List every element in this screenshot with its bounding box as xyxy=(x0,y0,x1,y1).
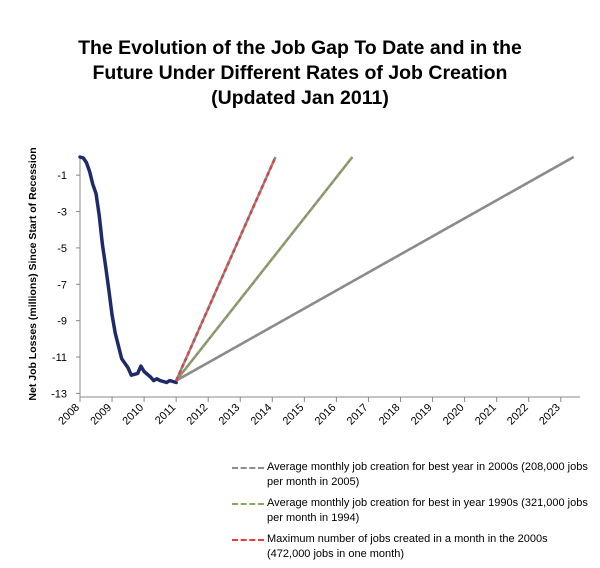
x-axis: 2008 2009 2010 2011 2012 2013 2014 2015 2016 2017… xyxy=(56,396,580,428)
legend-label: Maximum number of jobs created in a mont… xyxy=(267,533,548,560)
x-tick-label: 2017 xyxy=(345,402,371,428)
series-line-max_2000s xyxy=(175,156,277,382)
chart-title-line-1: The Evolution of the Job Gap To Date and… xyxy=(78,37,522,59)
x-tick-label: 2015 xyxy=(281,402,307,428)
x-tick-label: 2009 xyxy=(88,402,114,428)
x-tick-label: 2010 xyxy=(120,402,146,428)
x-tick-label: 2013 xyxy=(217,402,243,428)
x-tick-label: 2021 xyxy=(473,402,499,428)
chart-title-line-3: (Updated Jan 2011) xyxy=(211,87,389,109)
legend-label: Average monthly job creation for best ye… xyxy=(267,461,588,488)
x-tick-label: 2018 xyxy=(377,402,403,428)
legend-swatch xyxy=(232,467,264,469)
series-line-best_1990s xyxy=(175,156,354,382)
y-tick-label: -9 xyxy=(57,316,67,328)
chart-title: The Evolution of the Job Gap To Date and… xyxy=(0,36,600,111)
legend-label: Average monthly job creation for best in… xyxy=(267,497,588,524)
x-tick-label: 2016 xyxy=(313,402,339,428)
x-tick-label: 2020 xyxy=(441,402,467,428)
legend-swatch xyxy=(232,503,264,505)
y-tick-label: -3 xyxy=(57,207,67,219)
y-tick-label: -7 xyxy=(57,279,67,291)
y-axis-title: Net Job Losses (millions) Since Start of… xyxy=(27,147,39,400)
x-tick-label: 2023 xyxy=(537,402,563,428)
y-tick-label: -1 xyxy=(57,170,67,182)
chart-title-line-2: Future Under Different Rates of Job Crea… xyxy=(92,62,508,84)
x-tick-label: 2022 xyxy=(505,402,531,428)
x-tick-label: 2011 xyxy=(153,402,178,427)
series-line-actual xyxy=(78,155,178,385)
x-tick-label: 2014 xyxy=(249,402,275,428)
y-tick-label: -13 xyxy=(51,388,67,400)
x-tick-label: 2019 xyxy=(409,402,435,428)
legend: Average monthly job creation for best ye… xyxy=(232,460,592,568)
series-line-best_2000s xyxy=(175,155,575,382)
y-axis: -1 -3 -5 -7 -9 -11 -13 xyxy=(51,157,81,400)
y-tick-label: -5 xyxy=(57,243,67,255)
y-tick-label: -11 xyxy=(52,352,67,364)
series-lines xyxy=(78,155,575,385)
x-tick-label: 2012 xyxy=(185,402,211,428)
legend-item-best_1990s: Average monthly job creation for best in… xyxy=(232,496,592,526)
legend-item-best_2000s: Average monthly job creation for best ye… xyxy=(232,460,592,490)
legend-swatch xyxy=(232,539,264,541)
legend-item-max_2000s: Maximum number of jobs created in a mont… xyxy=(232,532,592,562)
x-tick-label: 2008 xyxy=(56,402,82,428)
